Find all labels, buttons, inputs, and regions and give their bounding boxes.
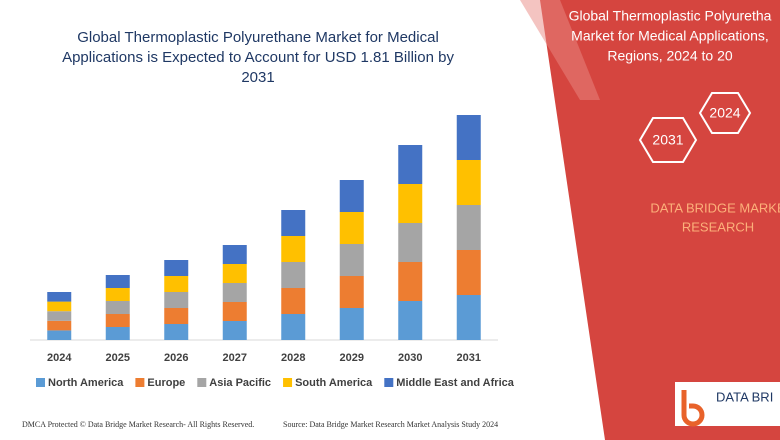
bar-segment: [339, 244, 364, 276]
legend-swatch: [135, 378, 145, 387]
chart-title: 2031: [241, 69, 274, 86]
hex-label: 2024: [709, 105, 740, 121]
bar-segment: [456, 115, 481, 160]
legend-swatch: [384, 378, 394, 387]
hexagon: [698, 92, 752, 134]
bar-segment: [164, 260, 189, 276]
chart-title: Global Thermoplastic Polyurethane Market…: [77, 29, 439, 46]
x-tick-label: 2025: [106, 352, 130, 364]
bar-segment: [164, 308, 189, 324]
bar-segment: [339, 276, 364, 308]
bar-segment: [105, 288, 130, 301]
bar-segment: [456, 250, 481, 295]
bar-segment: [339, 180, 364, 212]
legend-label: North America: [48, 377, 124, 389]
bar-segment: [281, 262, 306, 288]
logo-icon: [681, 390, 705, 427]
bar-segment: [47, 301, 72, 312]
bar-segment: [281, 314, 306, 340]
legend-swatch: [197, 378, 207, 387]
bar-segment: [281, 210, 306, 236]
bar-segment: [456, 160, 481, 205]
bar-segment: [281, 236, 306, 262]
legend-swatch: [283, 378, 293, 387]
x-tick-label: 2031: [457, 352, 481, 364]
legend-label: South America: [295, 377, 373, 389]
chart-title: Applications is Expected to Account for …: [62, 49, 454, 66]
x-tick-label: 2024: [47, 352, 72, 364]
panel-title: Market for Medical Applications,: [571, 28, 769, 44]
legend-label: Asia Pacific: [209, 377, 271, 389]
bar-segment: [398, 223, 423, 262]
hex-label: 2031: [652, 132, 683, 148]
bar-segment: [105, 314, 130, 327]
bar-segment: [105, 275, 130, 288]
bar-segment: [47, 330, 72, 340]
bar-segment: [281, 288, 306, 314]
bar-segment: [456, 205, 481, 250]
bar-segment: [164, 324, 189, 340]
hexagon: [638, 117, 698, 163]
x-tick-label: 2029: [340, 352, 364, 364]
panel-title: Regions, 2024 to 20: [607, 48, 733, 64]
bar-segment: [105, 301, 130, 314]
x-tick-label: 2026: [164, 352, 188, 364]
bar-segment: [222, 321, 247, 340]
bar-segment: [222, 245, 247, 264]
logo-text: DATA BRI: [716, 389, 773, 404]
x-tick-label: 2028: [281, 352, 305, 364]
footer-right: Source: Data Bridge Market Research Mark…: [283, 420, 498, 429]
side-panel: [540, 0, 780, 440]
bar-segment: [222, 302, 247, 321]
panel-stripe: [520, 0, 600, 100]
bar-segment: [164, 292, 189, 308]
footer-left: DMCA Protected © Data Bridge Market Rese…: [22, 420, 254, 429]
brand-text: RESEARCH: [682, 219, 754, 234]
bar-segment: [222, 283, 247, 302]
bar-segment: [222, 264, 247, 283]
bar-segment: [47, 320, 72, 331]
x-tick-label: 2030: [398, 352, 422, 364]
bar-segment: [398, 184, 423, 223]
bar-segment: [339, 212, 364, 244]
bar-segment: [398, 301, 423, 340]
bar-segment: [339, 308, 364, 340]
brand-text: DATA BRIDGE MARKE: [650, 200, 780, 215]
bar-segment: [47, 292, 72, 302]
bar-segment: [47, 311, 72, 321]
legend-label: Europe: [147, 377, 185, 389]
x-tick-label: 2027: [223, 352, 247, 364]
bar-segment: [105, 327, 130, 340]
bar-segment: [398, 262, 423, 301]
bar-segment: [398, 145, 423, 184]
bar-segment: [164, 276, 189, 292]
bar-segment: [456, 295, 481, 340]
panel-title: Global Thermoplastic Polyuretha: [569, 8, 772, 24]
legend-swatch: [36, 378, 45, 387]
legend-label: Middle East and Africa: [396, 377, 514, 389]
